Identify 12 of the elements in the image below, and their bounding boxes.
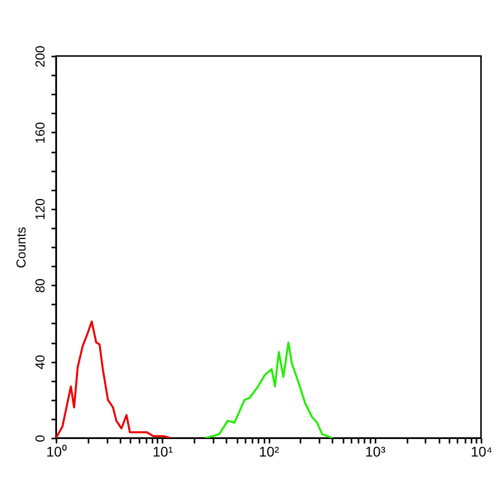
x-tick-label: 10¹ (152, 444, 174, 460)
y-tick-label: 160 (32, 122, 48, 144)
y-tick-label: 40 (32, 354, 48, 370)
x-tick-label: 10³ (365, 444, 386, 460)
x-tick-label: 10⁰ (46, 444, 67, 460)
y-axis-title: Counts (14, 226, 28, 268)
x-tick-label: 10² (258, 444, 280, 460)
y-tick-label: 120 (32, 198, 48, 220)
y-tick-label: 200 (32, 46, 48, 68)
x-tick-label: 10⁴ (470, 444, 492, 460)
y-tick-label: 80 (32, 278, 48, 293)
y-tick-label: 0 (32, 434, 48, 442)
